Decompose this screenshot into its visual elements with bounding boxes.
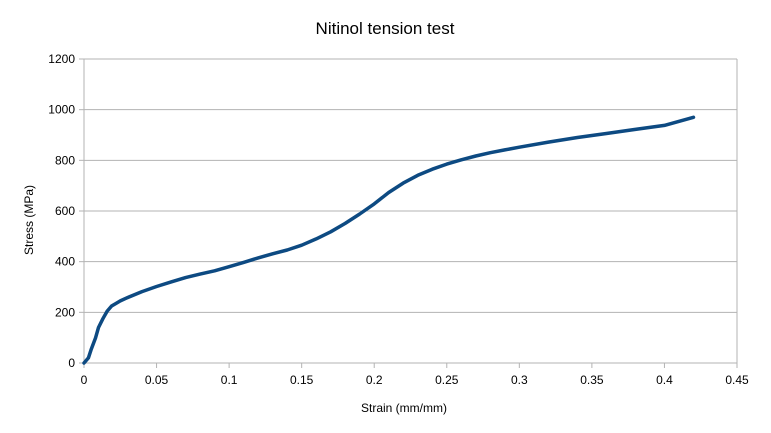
y-tick-label: 800 [55,153,75,167]
x-tick-label: 0.2 [366,373,383,387]
series-layer [82,115,696,365]
series-line [82,115,696,365]
grid-layer [79,58,737,364]
y-tick-label: 1200 [48,52,75,66]
x-tick-label: 0.4 [656,373,673,387]
x-tick-label: 0.3 [511,373,528,387]
x-tick-label: 0.05 [145,373,169,387]
axis-layer [83,59,738,368]
x-tick-label: 0 [81,373,88,387]
x-tick-label: 0.15 [290,373,314,387]
chart-title: Nitinol tension test [316,19,455,38]
y-tick-label: 0 [68,356,75,370]
x-axis-label: Strain (mm/mm) [361,401,447,415]
y-tick-label: 400 [55,255,75,269]
tick-label-layer: 0 200 400 600 800 1000 1200 0 0.05 0.1 0.15 0.2 0.25… [48,52,749,387]
x-tick-label: 0.35 [580,373,604,387]
y-tick-label: 600 [55,204,75,218]
y-tick-label: 1000 [48,103,75,117]
y-tick-label: 200 [55,305,75,319]
x-tick-label: 0.1 [221,373,238,387]
y-axis-label: Stress (MPa) [22,185,36,255]
x-tick-label: 0.25 [435,373,459,387]
x-tick-label: 0.45 [725,373,749,387]
